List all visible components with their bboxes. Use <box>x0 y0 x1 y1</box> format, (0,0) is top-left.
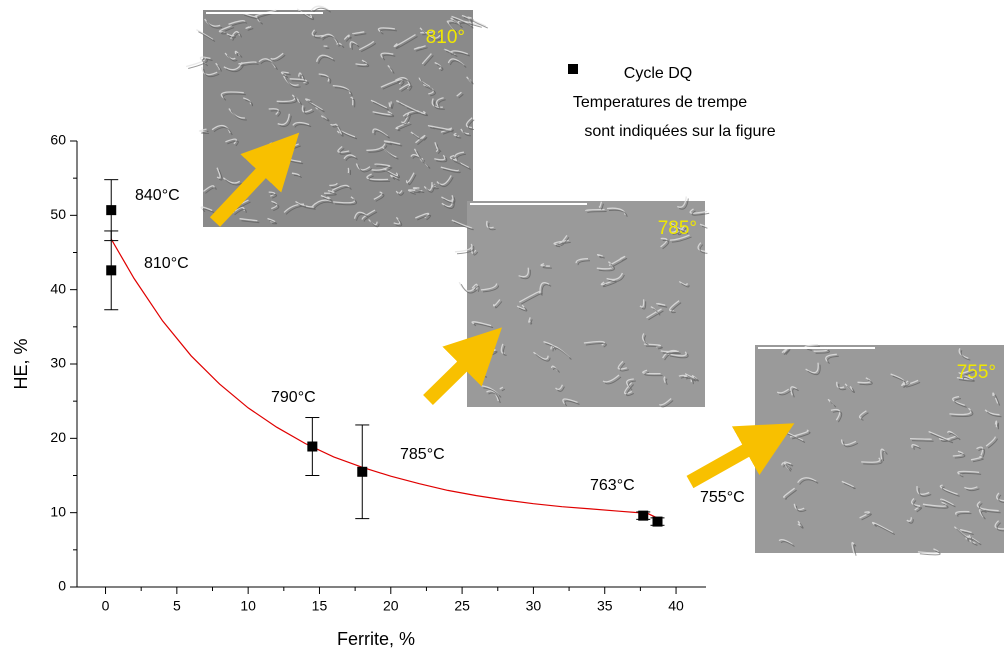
legend-marker <box>568 64 578 74</box>
y-tick-label: 30 <box>50 355 66 371</box>
y-tick-label: 60 <box>50 132 66 148</box>
legend-note: Temperatures de trempe <box>573 94 747 111</box>
arrow <box>209 132 300 227</box>
micrograph-label: 785° <box>658 218 697 239</box>
micrograph <box>467 201 705 407</box>
x-tick-label: 20 <box>383 598 399 614</box>
point <box>638 510 649 521</box>
y-tick-label: 0 <box>58 578 66 594</box>
y-axis-title: HE, % <box>11 338 31 389</box>
point <box>307 441 318 452</box>
micrograph-texture <box>453 198 710 408</box>
x-tick-label: 10 <box>240 598 256 614</box>
annotation: 755°C <box>700 489 745 506</box>
x-tick-label: 5 <box>173 598 181 614</box>
y-tick-label: 10 <box>50 503 66 519</box>
annotation: 763°C <box>590 477 635 494</box>
y-tick-label: 50 <box>50 206 66 222</box>
micrograph-label: 810° <box>426 27 465 48</box>
annotation: 785°C <box>400 446 445 463</box>
arrow <box>423 327 502 405</box>
x-tick-label: 35 <box>597 598 613 614</box>
point <box>652 516 663 527</box>
arrow <box>686 423 795 489</box>
micrograph-label: 755° <box>957 362 996 383</box>
x-tick-label: 30 <box>526 598 542 614</box>
micrograph-texture <box>188 7 489 228</box>
fit-curve <box>110 238 663 521</box>
micrographs: 810° 785° 755° <box>186 5 1004 556</box>
x-tick-label: 0 <box>102 598 110 614</box>
annotation: 810°C <box>144 255 189 272</box>
point <box>357 466 368 477</box>
point <box>106 205 117 216</box>
annotation: 840°C <box>135 187 180 204</box>
legend-label: Cycle DQ <box>624 65 692 82</box>
legend-note: sont indiquées sur la figure <box>584 123 775 140</box>
x-tick-label: 40 <box>668 598 684 614</box>
y-tick-label: 40 <box>50 280 66 296</box>
x-axis-title: Ferrite, % <box>337 629 415 649</box>
x-tick-label: 15 <box>312 598 328 614</box>
point <box>106 265 117 276</box>
y-tick-label: 20 <box>50 429 66 445</box>
annotation: 790°C <box>271 389 316 406</box>
x-tick-label: 25 <box>454 598 470 614</box>
